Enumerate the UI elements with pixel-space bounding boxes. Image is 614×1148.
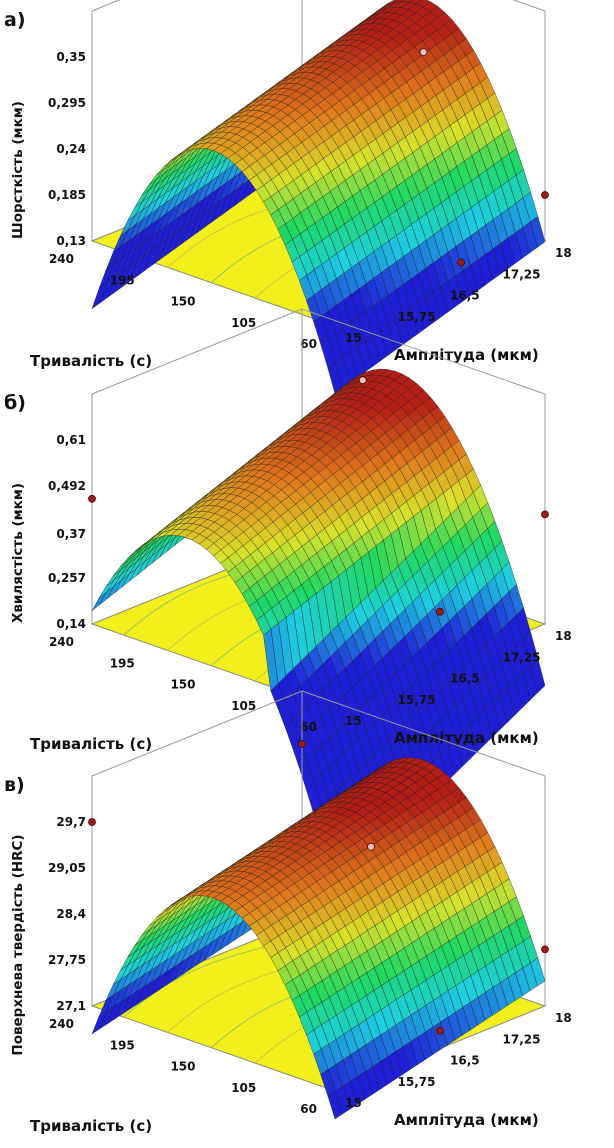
duration-tick-label: 60 [300,1102,317,1116]
panel-label: а) [4,9,26,31]
amplitude-tick-label: 15,75 [398,1075,436,1089]
duration-tick-label: 105 [231,1081,256,1095]
y-tick-label: 0,295 [48,96,86,110]
duration-tick-label: 150 [170,295,195,309]
box-frame-edge [91,0,121,12]
duration-tick-label: 150 [170,1060,195,1074]
y-tick-label: 0,185 [48,188,86,202]
design-point [358,376,367,385]
duration-tick-label: 150 [170,678,195,692]
box-frame-edge [91,690,303,777]
y-tick-label: 0,61 [56,433,86,447]
duration-tick-label: 105 [231,699,256,713]
y-tick-label: 0,24 [56,142,86,156]
duration-axis-ticks: 240 195 150 105 60 [49,1017,317,1116]
y-tick-label: 29,05 [48,861,86,875]
design-point [541,191,549,199]
duration-tick-label: 240 [49,1017,74,1031]
amplitude-tick-label: 18 [555,629,572,643]
amplitude-axis-ticks: 15 15,75 16,5 17,25 18 [345,246,572,345]
amplitude-tick-label: 18 [555,246,572,260]
design-point [541,945,549,954]
amplitude-tick-label: 17,25 [503,650,541,664]
design-point [541,510,549,519]
duration-tick-label: 195 [110,1038,135,1052]
duration-axis-title: Тривалість (с) [30,735,152,753]
duration-tick-label: 240 [49,635,74,649]
y-axis-ticks: 0,61 0,492 0,37 0,257 0,14 [48,433,86,631]
duration-axis-ticks: 240 195 150 105 60 [49,252,317,351]
design-point [457,258,465,267]
amplitude-tick-label: 15,75 [398,693,436,707]
amplitude-tick-label: 15 [345,331,362,345]
design-point [88,494,96,503]
box-frame-edge [301,308,546,395]
y-tick-label: 27,1 [56,999,86,1013]
amplitude-tick-label: 17,25 [503,1032,541,1046]
response-surface [91,757,546,1120]
duration-axis-title: Тривалість (с) [30,352,152,370]
y-tick-label: 0,257 [48,571,86,585]
amplitude-axis-title: Амплітуда (мкм) [394,729,539,747]
amplitude-axis-ticks: 15 15,75 16,5 17,25 18 [345,1011,572,1110]
amplitude-tick-label: 18 [555,1011,572,1025]
panel-label: в) [4,774,25,796]
surface-facet [91,591,107,611]
duration-tick-label: 105 [231,316,256,330]
y-tick-label: 28,4 [56,907,86,921]
design-point [88,818,96,826]
duration-axis-ticks: 240 195 150 105 60 [49,635,317,734]
design-point [436,1026,444,1035]
y-tick-label: 29,7 [56,815,86,829]
y-axis-title: Поверхнева твердість (HRC) [10,834,26,1055]
duration-tick-label: 60 [300,337,317,351]
amplitude-tick-label: 15 [345,1096,362,1110]
y-tick-label: 27,75 [48,953,86,967]
amplitude-axis-title: Амплітуда (мкм) [394,1111,539,1129]
y-axis-title: Шорсткість (мкм) [10,101,26,239]
y-tick-label: 0,14 [56,617,86,631]
response-surface [91,0,546,394]
amplitude-tick-label: 16,5 [450,672,480,686]
surface-facet [327,1090,343,1120]
amplitude-tick-label: 16,5 [450,1054,480,1068]
duration-tick-label: 240 [49,252,74,266]
amplitude-tick-label: 15,75 [398,310,436,324]
y-tick-label: 0,37 [56,527,86,541]
amplitude-tick-label: 17,25 [503,267,541,281]
design-point [367,842,375,851]
amplitude-tick-label: 15 [345,714,362,728]
duration-tick-label: 195 [110,273,135,287]
y-tick-label: 0,492 [48,479,86,493]
box-frame-edge [301,690,546,777]
panel-label: б) [4,392,26,414]
box-frame-edge [91,308,303,395]
y-axis-ticks: 29,7 29,05 28,4 27,75 27,1 [48,815,86,1013]
design-point [436,607,444,616]
duration-tick-label: 195 [110,656,135,670]
y-tick-label: 0,35 [56,50,86,64]
y-tick-label: 0,13 [56,234,86,248]
amplitude-axis-title: Амплітуда (мкм) [394,346,539,364]
duration-axis-title: Тривалість (с) [30,1117,152,1135]
amplitude-tick-label: 16,5 [450,289,480,303]
design-point [419,48,428,57]
duration-tick-label: 60 [300,720,317,734]
amplitude-axis-ticks: 15 15,75 16,5 17,25 18 [345,629,572,728]
y-axis-title: Хвилястість (мкм) [10,483,26,623]
design-point [298,740,306,748]
y-axis-ticks: 0,35 0,295 0,24 0,185 0,13 [48,50,86,248]
